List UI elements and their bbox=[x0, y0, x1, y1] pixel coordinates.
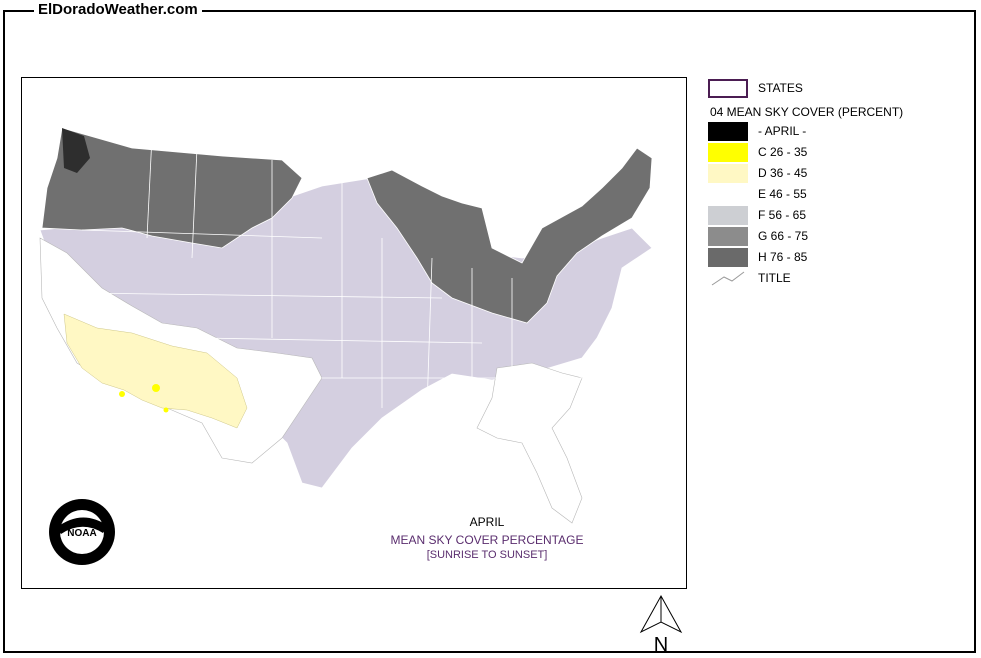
region-g-northwest bbox=[41, 127, 303, 249]
legend-heading: 04 MEAN SKY COVER (PERCENT) bbox=[710, 105, 904, 119]
legend-title-label: TITLE bbox=[758, 271, 791, 285]
legend-class-row: D 36 - 45 bbox=[708, 163, 807, 183]
legend-class-row: - APRIL - bbox=[708, 121, 806, 141]
legend-class-label: H 76 - 85 bbox=[758, 250, 808, 264]
noaa-logo: NOAA bbox=[49, 499, 115, 565]
legend-class-row: H 76 - 85 bbox=[708, 247, 807, 267]
legend-class-swatch bbox=[708, 163, 748, 183]
region-c-spot-1 bbox=[152, 384, 160, 392]
legend-class-label: C 26 - 35 bbox=[758, 145, 808, 159]
legend-class-label: G 66 - 75 bbox=[758, 229, 809, 243]
region-e-southeast bbox=[476, 362, 583, 524]
site-title: ElDoradoWeather.com bbox=[34, 1, 202, 18]
legend-class-swatch bbox=[708, 247, 748, 267]
legend-class-swatch bbox=[708, 226, 748, 246]
region-h-puget bbox=[62, 128, 90, 173]
legend-class-label: F 56 - 65 bbox=[758, 208, 807, 222]
legend-heading-row: 04 MEAN SKY COVER (PERCENT) bbox=[710, 102, 903, 122]
legend-class-row: G 66 - 75 bbox=[708, 226, 808, 246]
region-c-spot-2 bbox=[119, 391, 125, 397]
title-line-icon bbox=[711, 271, 745, 285]
region-c-spot-3 bbox=[163, 407, 169, 413]
legend-class-label: - APRIL - bbox=[758, 124, 807, 138]
legend-class-row: F 56 - 65 bbox=[708, 205, 806, 225]
noaa-logo-text: NOAA bbox=[67, 528, 96, 539]
north-label: N bbox=[654, 634, 668, 654]
state-lines bbox=[81, 135, 582, 418]
caption-subtitle: [SUNRISE TO SUNSET] bbox=[426, 549, 548, 561]
legend-class-swatch bbox=[708, 205, 748, 225]
map-panel: NOAA APRIL MEAN SKY COVER PERCENTAGE [SU… bbox=[21, 77, 687, 589]
legend-class-swatch bbox=[708, 184, 748, 204]
caption-month: APRIL bbox=[469, 515, 505, 529]
legend-class-row: C 26 - 35 bbox=[708, 142, 807, 162]
legend-states-label: STATES bbox=[758, 81, 803, 95]
north-arrow-icon: N bbox=[639, 594, 683, 654]
legend-states-row: STATES bbox=[708, 78, 803, 98]
us-sky-cover-map bbox=[39, 127, 653, 524]
legend-class-row: E 46 - 55 bbox=[708, 184, 807, 204]
region-d-arizona bbox=[63, 313, 248, 429]
legend-title-row: TITLE bbox=[708, 268, 791, 288]
legend-class-swatch bbox=[708, 142, 748, 162]
states-outline-swatch bbox=[708, 78, 748, 98]
legend-class-label: D 36 - 45 bbox=[758, 166, 808, 180]
legend-class-label: E 46 - 55 bbox=[758, 187, 807, 201]
region-g-northeast bbox=[366, 147, 653, 324]
caption-title: MEAN SKY COVER PERCENTAGE bbox=[390, 533, 584, 547]
legend-class-swatch bbox=[708, 121, 748, 141]
outer-frame bbox=[3, 10, 976, 653]
